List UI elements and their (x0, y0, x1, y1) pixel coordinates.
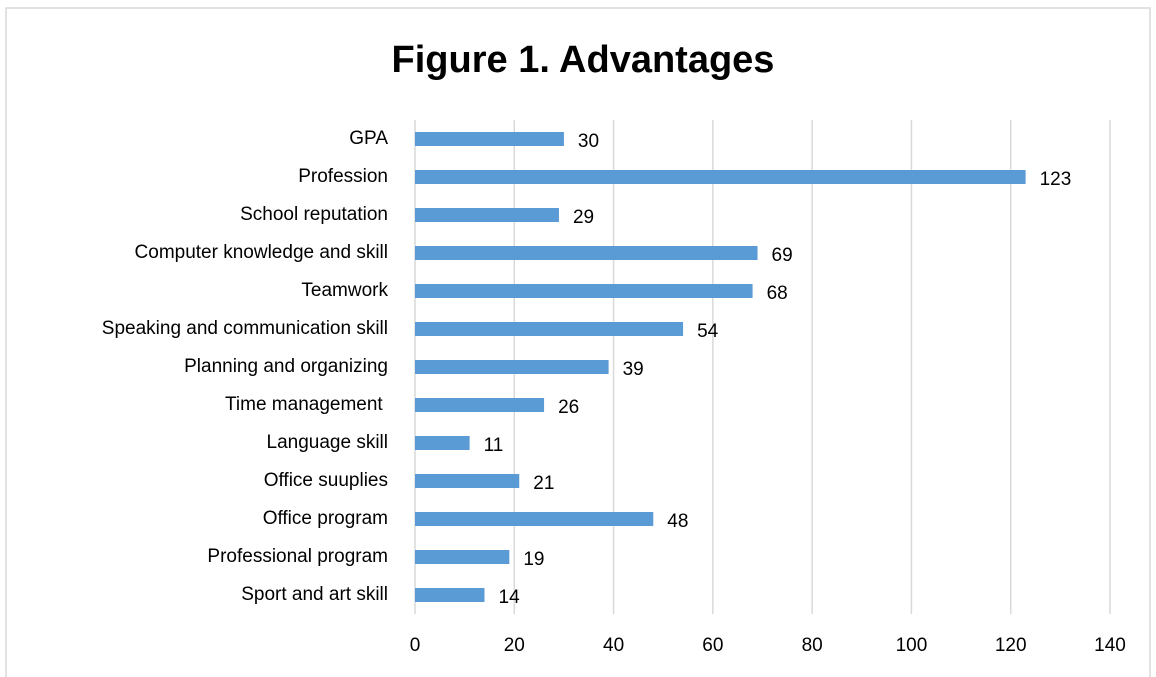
bar (415, 284, 753, 298)
bar (415, 170, 1026, 184)
data-label: 26 (558, 397, 579, 418)
y-tick-label: Office suuplies (264, 470, 388, 491)
y-tick-label: School reputation (240, 204, 388, 225)
bar (415, 550, 510, 564)
data-label: 11 (484, 435, 504, 456)
data-label: 68 (767, 283, 788, 304)
data-label: 19 (523, 549, 544, 570)
y-tick-label: Professional program (207, 546, 388, 567)
x-tick-label: 140 (1094, 635, 1126, 656)
bar (415, 246, 758, 260)
chart-border (5, 7, 1151, 677)
y-tick-label: Planning and organizing (184, 356, 388, 377)
y-tick-label: Profession (298, 166, 388, 187)
y-tick-label: Computer knowledge and skill (135, 242, 388, 263)
y-tick-label: Language skill (267, 432, 388, 453)
data-label: 30 (578, 131, 599, 152)
y-tick-label: Time management (225, 394, 388, 415)
x-tick-label: 20 (504, 635, 525, 656)
bar (415, 588, 485, 602)
data-label: 69 (772, 245, 793, 266)
y-tick-label: GPA (349, 128, 388, 149)
bar (415, 208, 559, 222)
x-tick-label: 0 (410, 635, 421, 656)
data-label: 123 (1040, 169, 1072, 190)
chart-title: Figure 1. Advantages (392, 39, 775, 81)
data-label: 29 (573, 207, 594, 228)
bar (415, 398, 545, 412)
data-label: 54 (697, 321, 719, 342)
data-label: 48 (667, 511, 688, 532)
x-tick-label: 80 (802, 635, 823, 656)
data-label: 14 (499, 587, 521, 608)
x-tick-label: 120 (995, 635, 1027, 656)
bar (415, 474, 520, 488)
x-tick-label: 40 (603, 635, 624, 656)
data-label: 21 (533, 473, 554, 494)
x-tick-label: 60 (702, 635, 723, 656)
y-tick-label: Speaking and communication skill (102, 318, 388, 339)
y-tick-label: Sport and art skill (241, 584, 388, 605)
bar (415, 322, 684, 336)
x-tick-label: 100 (896, 635, 928, 656)
y-tick-label: Office program (263, 508, 388, 529)
bar (415, 512, 654, 526)
y-tick-label: Teamwork (301, 280, 388, 301)
data-label: 39 (623, 359, 644, 380)
bar (415, 436, 470, 450)
bar (415, 132, 564, 146)
bar (415, 360, 609, 374)
